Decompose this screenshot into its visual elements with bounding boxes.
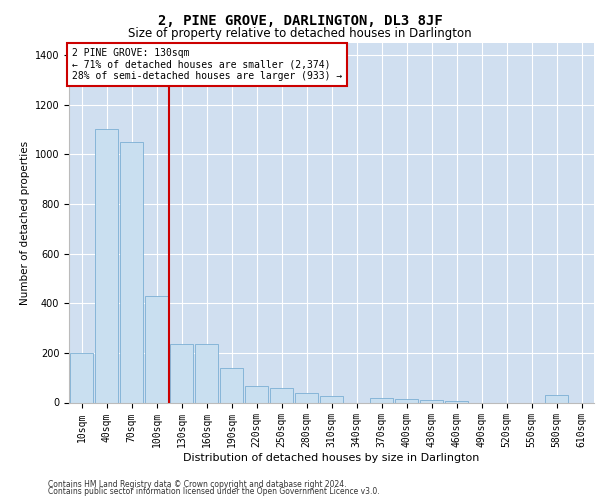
Bar bbox=[545, 395, 568, 402]
Bar bbox=[170, 344, 193, 403]
Text: Contains public sector information licensed under the Open Government Licence v3: Contains public sector information licen… bbox=[48, 487, 380, 496]
Bar bbox=[320, 396, 343, 402]
X-axis label: Distribution of detached houses by size in Darlington: Distribution of detached houses by size … bbox=[184, 453, 479, 463]
Bar bbox=[370, 398, 394, 402]
Bar bbox=[269, 388, 293, 402]
Bar bbox=[95, 130, 118, 402]
Text: Size of property relative to detached houses in Darlington: Size of property relative to detached ho… bbox=[128, 28, 472, 40]
Bar bbox=[419, 400, 443, 402]
Bar bbox=[245, 386, 268, 402]
Bar bbox=[194, 344, 218, 403]
Y-axis label: Number of detached properties: Number of detached properties bbox=[20, 140, 31, 304]
Bar bbox=[220, 368, 244, 402]
Bar bbox=[395, 399, 418, 402]
Bar bbox=[145, 296, 169, 403]
Bar bbox=[295, 392, 319, 402]
Bar bbox=[70, 353, 94, 403]
Text: 2, PINE GROVE, DARLINGTON, DL3 8JF: 2, PINE GROVE, DARLINGTON, DL3 8JF bbox=[158, 14, 442, 28]
Text: 2 PINE GROVE: 130sqm
← 71% of detached houses are smaller (2,374)
28% of semi-de: 2 PINE GROVE: 130sqm ← 71% of detached h… bbox=[71, 48, 342, 81]
Text: Contains HM Land Registry data © Crown copyright and database right 2024.: Contains HM Land Registry data © Crown c… bbox=[48, 480, 347, 489]
Bar bbox=[119, 142, 143, 403]
